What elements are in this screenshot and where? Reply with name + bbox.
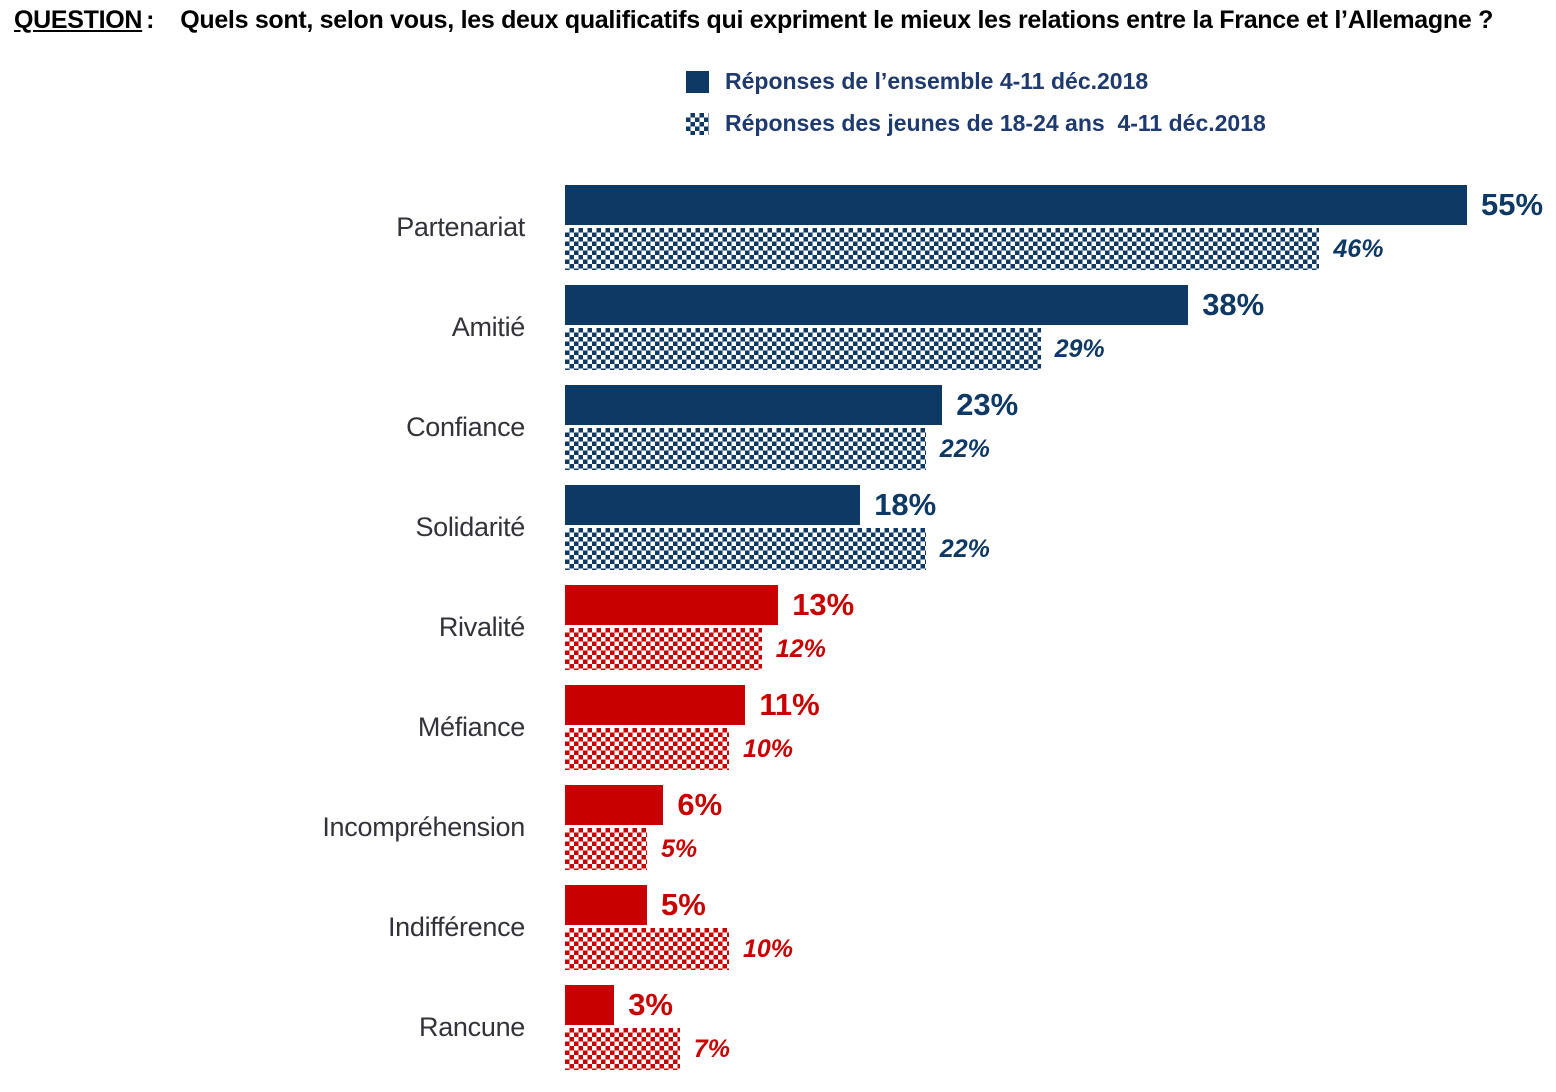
category-label: Rivalité	[438, 612, 525, 642]
bar-ensemble	[565, 885, 647, 925]
value-label-jeunes: 29%	[1054, 335, 1105, 363]
bar-chart: Partenariat 55% 46% Amitié 38% 29% Confiance 23…	[0, 185, 1556, 1085]
bar-jeunes	[565, 828, 647, 870]
bar-group: 23% 22%	[565, 385, 1556, 470]
value-label-ensemble: 55%	[1481, 187, 1544, 222]
category-label: Indifférence	[387, 912, 525, 942]
bar-jeunes	[565, 428, 926, 470]
category-label: Solidarité	[415, 512, 525, 542]
legend-swatch-checker-icon	[686, 112, 709, 135]
chart-row-4: Rivalité 13% 12%	[0, 585, 1556, 670]
bar-ensemble	[565, 585, 779, 625]
question-colon: :	[146, 6, 155, 34]
category-label: Incompréhension	[322, 812, 525, 842]
legend-label-jeunes: Réponses des jeunes de 18-24 ans 4-11 dé…	[725, 110, 1266, 136]
bar-jeunes	[565, 728, 729, 770]
bar-ensemble	[565, 385, 943, 425]
bar-group: 6% 5%	[565, 785, 1556, 870]
bar-jeunes	[565, 328, 1041, 370]
bar-group: 38% 29%	[565, 285, 1556, 370]
chart-row-3: Solidarité 18% 22%	[0, 485, 1556, 570]
value-label-jeunes: 10%	[743, 935, 794, 963]
bar-ensemble	[565, 185, 1467, 225]
question-label: QUESTION	[14, 6, 143, 34]
legend-item-jeunes: Réponses des jeunes de 18-24 ans 4-11 dé…	[686, 110, 1266, 137]
value-label-jeunes: 7%	[693, 1035, 730, 1063]
value-label-ensemble: 6%	[677, 787, 723, 822]
bar-group: 3% 7%	[565, 985, 1556, 1070]
legend: Réponses de l’ensemble 4-11 déc.2018 Rép…	[686, 68, 1266, 137]
bar-group: 11% 10%	[565, 685, 1556, 770]
bar-group: 55% 46%	[565, 185, 1556, 270]
category-label: Partenariat	[396, 212, 525, 242]
bar-ensemble	[565, 985, 615, 1025]
chart-row-2: Confiance 23% 22%	[0, 385, 1556, 470]
bar-jeunes	[565, 528, 926, 570]
value-label-ensemble: 18%	[874, 487, 937, 522]
bar-group: 5% 10%	[565, 885, 1556, 970]
category-label: Amitié	[451, 312, 526, 342]
bar-jeunes	[565, 228, 1320, 270]
chart-row-6: Incompréhension 6% 5%	[0, 785, 1556, 870]
bar-ensemble	[565, 285, 1189, 325]
category-label: Méfiance	[417, 712, 525, 742]
value-label-ensemble: 11%	[759, 687, 820, 722]
value-label-ensemble: 23%	[956, 387, 1019, 422]
question-title: QUESTION: Quels sont, selon vous, les deu…	[14, 6, 1550, 35]
legend-swatch-solid-icon	[686, 70, 709, 93]
value-label-ensemble: 38%	[1202, 287, 1265, 322]
bar-ensemble	[565, 685, 746, 725]
category-label: Rancune	[419, 1012, 525, 1042]
value-label-ensemble: 3%	[628, 987, 673, 1022]
category-label: Confiance	[406, 412, 525, 442]
bar-ensemble	[565, 785, 664, 825]
bar-group: 13% 12%	[565, 585, 1556, 670]
value-label-jeunes: 5%	[661, 835, 698, 863]
chart-row-8: Rancune 3% 7%	[0, 985, 1556, 1070]
value-label-jeunes: 46%	[1333, 235, 1384, 263]
bar-jeunes	[565, 928, 729, 970]
bar-ensemble	[565, 485, 861, 525]
value-label-jeunes: 22%	[939, 435, 990, 463]
legend-item-ensemble: Réponses de l’ensemble 4-11 déc.2018	[686, 68, 1266, 95]
chart-row-1: Amitié 38% 29%	[0, 285, 1556, 370]
value-label-ensemble: 5%	[661, 887, 706, 922]
value-label-jeunes: 22%	[939, 535, 990, 563]
value-label-jeunes: 10%	[743, 735, 794, 763]
chart-row-7: Indifférence 5% 10%	[0, 885, 1556, 970]
question-text: Quels sont, selon vous, les deux qualifi…	[180, 6, 1494, 34]
value-label-jeunes: 12%	[775, 635, 826, 663]
bar-group: 18% 22%	[565, 485, 1556, 570]
value-label-ensemble: 13%	[792, 587, 855, 622]
bar-jeunes	[565, 1028, 680, 1070]
chart-row-0: Partenariat 55% 46%	[0, 185, 1556, 270]
chart-row-5: Méfiance 11% 10%	[0, 685, 1556, 770]
bar-jeunes	[565, 628, 762, 670]
legend-label-ensemble: Réponses de l’ensemble 4-11 déc.2018	[725, 68, 1149, 94]
